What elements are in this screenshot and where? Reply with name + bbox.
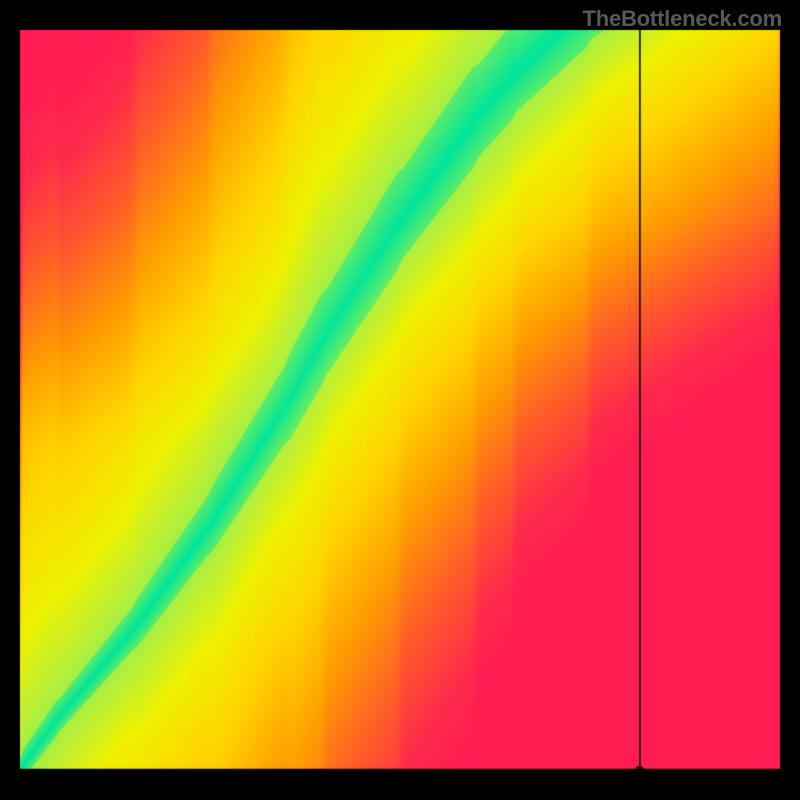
watermark-text: TheBottleneck.com [582, 6, 782, 32]
bottleneck-heatmap [0, 0, 800, 800]
